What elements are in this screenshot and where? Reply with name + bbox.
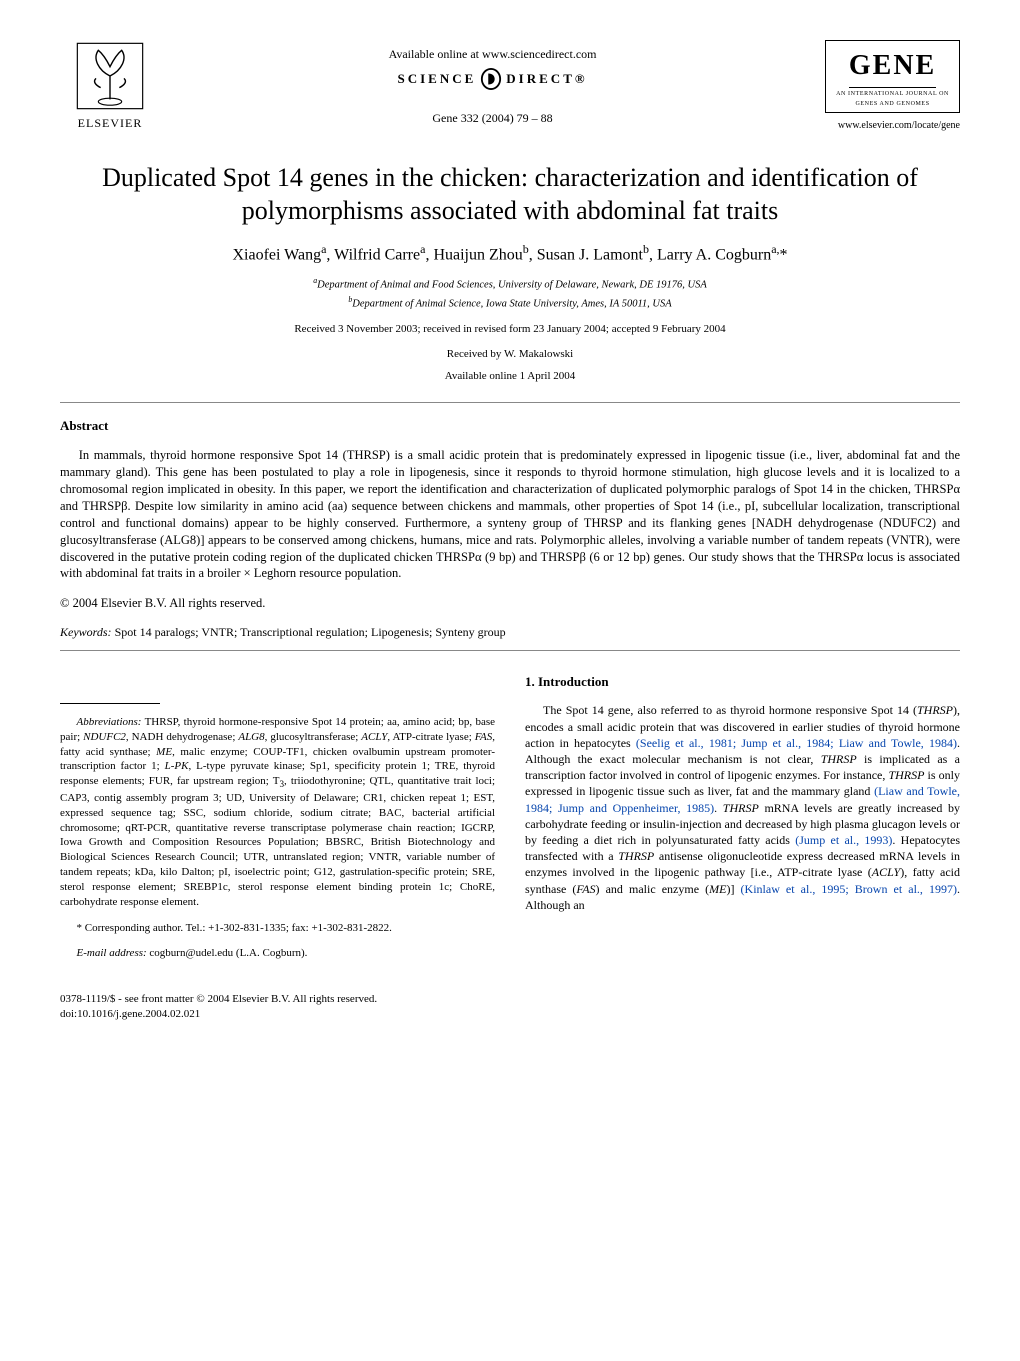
divider bbox=[60, 402, 960, 403]
available-online-text: Available online at www.sciencedirect.co… bbox=[389, 46, 597, 62]
direct-text: DIRECT® bbox=[506, 70, 587, 88]
divider bbox=[60, 650, 960, 651]
abstract-text: In mammals, thyroid hormone responsive S… bbox=[60, 447, 960, 582]
front-matter-line: 0378-1119/$ - see front matter © 2004 El… bbox=[60, 992, 960, 1007]
gene-title: GENE bbox=[849, 47, 936, 88]
article-title: Duplicated Spot 14 genes in the chicken:… bbox=[60, 162, 960, 227]
footnote-rule bbox=[60, 703, 160, 704]
abstract-heading: Abstract bbox=[60, 417, 960, 435]
intro-paragraph: The Spot 14 gene, also referred to as th… bbox=[525, 702, 960, 912]
left-column: Abbreviations: THRSP, thyroid hormone-re… bbox=[60, 673, 495, 972]
abbrev-label: Abbreviations: bbox=[77, 716, 142, 728]
keywords-text: Spot 14 paralogs; VNTR; Transcriptional … bbox=[112, 625, 506, 639]
two-column-body: Abbreviations: THRSP, thyroid hormone-re… bbox=[60, 673, 960, 972]
elsevier-tree-icon bbox=[75, 41, 145, 111]
science-text: SCIENCE bbox=[398, 70, 477, 88]
email-address: cogburn@udel.edu (L.A. Cogburn). bbox=[147, 947, 308, 959]
journal-reference: Gene 332 (2004) 79 – 88 bbox=[432, 110, 552, 126]
gene-subtitle1: AN INTERNATIONAL JOURNAL ON bbox=[836, 90, 949, 98]
online-date: Available online 1 April 2004 bbox=[60, 369, 960, 384]
affiliation-b: bDepartment of Animal Science, Iowa Stat… bbox=[60, 295, 960, 312]
gene-journal-box: GENE AN INTERNATIONAL JOURNAL ON GENES A… bbox=[825, 40, 960, 113]
gene-right-block: GENE AN INTERNATIONAL JOURNAL ON GENES A… bbox=[825, 40, 960, 132]
elsevier-logo-block: ELSEVIER bbox=[60, 41, 160, 131]
journal-header: ELSEVIER Available online at www.science… bbox=[60, 40, 960, 132]
email-label: E-mail address: bbox=[77, 947, 147, 959]
authors-line: Xiaofei Wanga, Wilfrid Carrea, Huaijun Z… bbox=[60, 241, 960, 266]
corresponding-author: * Corresponding author. Tel.: +1-302-831… bbox=[60, 921, 495, 936]
copyright-line: © 2004 Elsevier B.V. All rights reserved… bbox=[60, 595, 960, 612]
doi-line: doi:10.1016/j.gene.2004.02.021 bbox=[60, 1007, 960, 1022]
received-dates: Received 3 November 2003; received in re… bbox=[60, 322, 960, 337]
elsevier-name: ELSEVIER bbox=[78, 115, 143, 131]
intro-heading: 1. Introduction bbox=[525, 673, 960, 691]
locate-url: www.elsevier.com/locate/gene bbox=[825, 119, 960, 133]
right-column: 1. Introduction The Spot 14 gene, also r… bbox=[525, 673, 960, 972]
keywords-label: Keywords: bbox=[60, 625, 112, 639]
science-direct-logo: SCIENCE DIRECT® bbox=[398, 68, 588, 90]
affiliation-b-text: Department of Animal Science, Iowa State… bbox=[352, 299, 671, 310]
doi-block: 0378-1119/$ - see front matter © 2004 El… bbox=[60, 992, 960, 1022]
email-line: E-mail address: cogburn@udel.edu (L.A. C… bbox=[60, 946, 495, 961]
affiliation-a-text: Department of Animal and Food Sciences, … bbox=[317, 280, 707, 291]
abbrev-text: THRSP, thyroid hormone-responsive Spot 1… bbox=[60, 716, 495, 908]
received-by: Received by W. Makalowski bbox=[60, 347, 960, 362]
abbreviations-block: Abbreviations: THRSP, thyroid hormone-re… bbox=[60, 715, 495, 910]
sciencedirect-d-icon bbox=[480, 68, 502, 90]
gene-subtitle2: GENES AND GENOMES bbox=[855, 100, 929, 108]
keywords-line: Keywords: Spot 14 paralogs; VNTR; Transc… bbox=[60, 624, 960, 640]
center-header: Available online at www.sciencedirect.co… bbox=[160, 46, 825, 126]
affiliation-a: aDepartment of Animal and Food Sciences,… bbox=[60, 276, 960, 293]
